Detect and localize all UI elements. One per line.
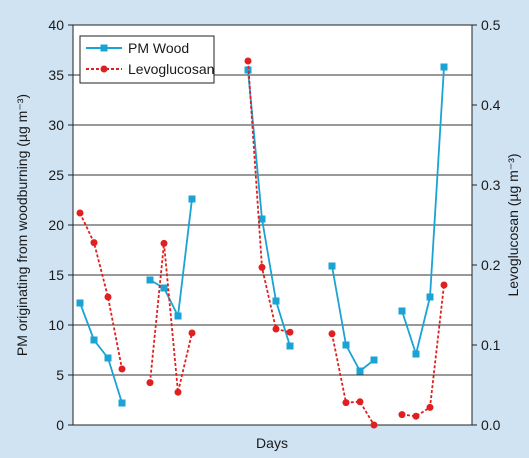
data-point-pm-wood: [118, 399, 126, 407]
data-point-levoglucosan: [398, 411, 406, 419]
right-tick-label: 0.2: [481, 257, 501, 273]
series-line-pm-wood: [79, 302, 123, 404]
data-point-levoglucosan: [76, 209, 84, 217]
series-line-levoglucosan: [331, 333, 375, 426]
series-layer: [76, 57, 448, 429]
data-point-levoglucosan: [90, 239, 98, 247]
series-line-levoglucosan: [247, 60, 291, 334]
right-tick-label: 0.4: [481, 97, 501, 113]
left-tick-label: 0: [56, 417, 64, 433]
left-tick-label: 20: [48, 217, 64, 233]
y-axis-label-right: Levoglucosan (µg m⁻³): [505, 153, 521, 296]
right-tick-label: 0.0: [481, 417, 501, 433]
data-point-levoglucosan: [118, 365, 126, 373]
data-point-levoglucosan: [412, 412, 420, 420]
data-point-pm-wood: [146, 276, 154, 284]
left-tick-label: 10: [48, 317, 64, 333]
data-point-pm-wood: [342, 341, 350, 349]
y-axis-label-left: PM originating from woodburning (µg m⁻³): [14, 94, 30, 356]
series-line-pm-wood: [247, 69, 291, 347]
series-line-pm-wood: [331, 265, 375, 373]
left-tick-label: 30: [48, 117, 64, 133]
data-point-levoglucosan: [160, 239, 168, 247]
data-point-pm-wood: [286, 342, 294, 350]
data-point-pm-wood: [426, 293, 434, 301]
x-axis-label: Days: [256, 435, 288, 451]
data-point-levoglucosan: [188, 329, 196, 337]
data-point-levoglucosan: [104, 293, 112, 301]
right-tick-label: 0.5: [481, 17, 501, 33]
data-point-pm-wood: [76, 299, 84, 307]
legend-marker-levoglucosan: [100, 65, 108, 73]
data-point-pm-wood: [356, 367, 364, 375]
series-line-pm-wood: [401, 66, 445, 358]
legend: PM Wood Levoglucosan: [79, 35, 215, 84]
data-point-pm-wood: [398, 307, 406, 315]
data-point-levoglucosan: [426, 403, 434, 411]
data-point-pm-wood: [104, 354, 112, 362]
legend-label-levoglucosan: Levoglucosan: [128, 61, 214, 77]
right-tick-label: 0.1: [481, 337, 501, 353]
grid-lines: [73, 74, 472, 376]
data-point-levoglucosan: [258, 263, 266, 271]
data-point-levoglucosan: [174, 388, 182, 396]
data-point-levoglucosan: [272, 325, 280, 333]
data-point-pm-wood: [174, 312, 182, 320]
data-point-pm-wood: [188, 195, 196, 203]
left-axis: 0 5 10 15 20 25 30 35 40: [48, 17, 73, 433]
data-point-levoglucosan: [328, 330, 336, 338]
legend-label-pm-wood: PM Wood: [128, 40, 189, 56]
data-point-levoglucosan: [370, 421, 378, 429]
data-point-levoglucosan: [286, 328, 294, 336]
data-point-levoglucosan: [356, 398, 364, 406]
data-point-levoglucosan: [440, 281, 448, 289]
data-point-pm-wood: [272, 297, 280, 305]
series-line-levoglucosan: [401, 284, 445, 418]
right-tick-label: 0.3: [481, 177, 501, 193]
left-tick-label: 5: [56, 367, 64, 383]
data-point-pm-wood: [90, 336, 98, 344]
data-point-pm-wood: [258, 215, 266, 223]
right-axis: 0.0 0.1 0.2 0.3 0.4 0.5: [472, 17, 501, 433]
data-point-pm-wood: [412, 350, 420, 358]
legend-marker-pm-wood: [100, 44, 108, 52]
data-point-levoglucosan: [342, 399, 350, 407]
data-point-levoglucosan: [244, 57, 252, 65]
data-point-pm-wood: [328, 262, 336, 270]
series-line-pm-wood: [149, 198, 193, 320]
data-point-levoglucosan: [146, 379, 154, 387]
data-point-pm-wood: [244, 66, 252, 74]
left-tick-label: 25: [48, 167, 64, 183]
data-point-pm-wood: [440, 63, 448, 71]
left-tick-label: 15: [48, 267, 64, 283]
left-tick-label: 35: [48, 67, 64, 83]
legend-box: [79, 35, 215, 84]
series-line-levoglucosan: [79, 212, 123, 370]
left-tick-label: 40: [48, 17, 64, 33]
data-point-pm-wood: [160, 284, 168, 292]
data-point-pm-wood: [370, 356, 378, 364]
